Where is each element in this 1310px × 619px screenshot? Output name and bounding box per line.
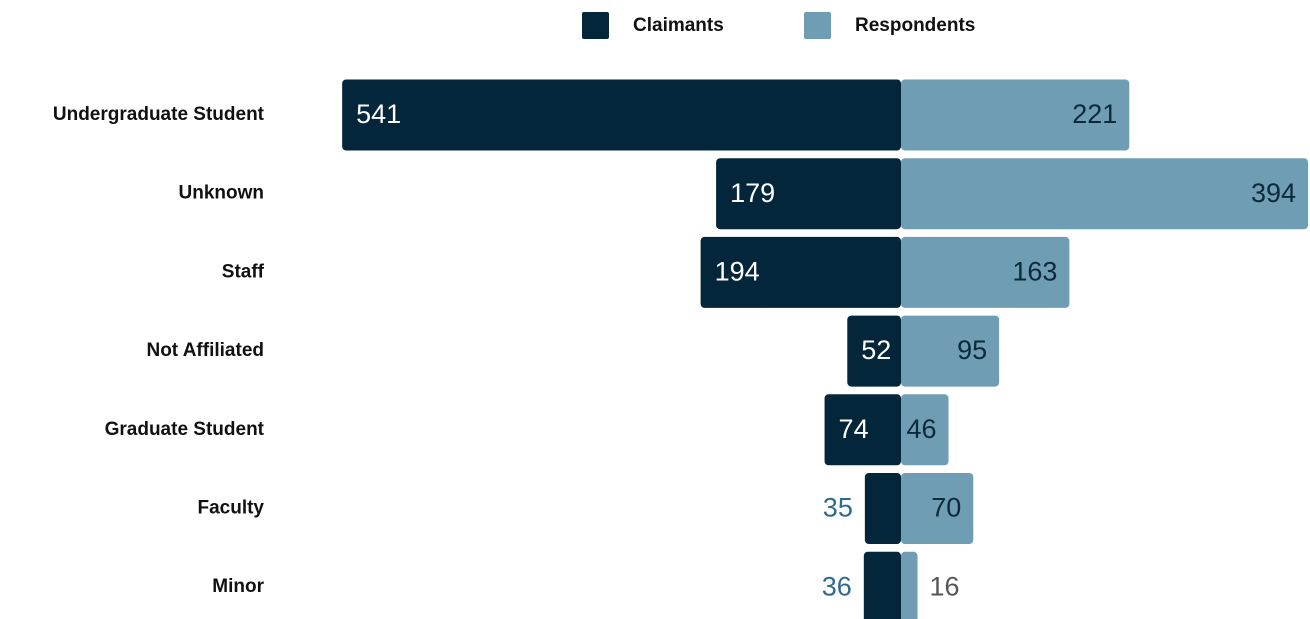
value-label: 35 xyxy=(823,493,853,523)
value-label: 394 xyxy=(1251,178,1296,208)
legend-label: Respondents xyxy=(855,15,975,36)
category-label: Undergraduate Student xyxy=(53,104,265,125)
bar xyxy=(901,551,918,619)
bar xyxy=(824,394,901,466)
bar xyxy=(700,236,901,308)
value-label: 163 xyxy=(1012,257,1057,287)
bar xyxy=(716,158,901,230)
bar xyxy=(901,236,1070,308)
legend-label: Claimants xyxy=(633,15,724,36)
bar xyxy=(901,79,1130,151)
value-label: 95 xyxy=(957,335,987,365)
category-label: Unknown xyxy=(179,183,265,204)
category-label: Staff xyxy=(222,261,265,282)
category-label: Faculty xyxy=(197,498,264,519)
legend-swatch xyxy=(582,12,609,39)
category-label: Minor xyxy=(212,576,264,597)
value-label: 46 xyxy=(906,414,936,444)
category-label: Graduate Student xyxy=(105,419,265,440)
value-label: 52 xyxy=(861,335,891,365)
value-label: 36 xyxy=(822,571,852,601)
bar xyxy=(847,315,901,387)
category-label: Not Affiliated xyxy=(146,340,264,361)
value-label: 16 xyxy=(930,571,960,601)
bar xyxy=(342,79,902,151)
bar xyxy=(863,551,901,619)
value-label: 70 xyxy=(931,493,961,523)
bar xyxy=(901,394,949,466)
value-label: 194 xyxy=(715,257,760,287)
value-label: 541 xyxy=(356,99,401,129)
legend-swatch xyxy=(804,12,831,39)
value-label: 179 xyxy=(730,178,775,208)
bar xyxy=(901,473,974,544)
bar xyxy=(901,158,1309,230)
bar xyxy=(864,473,901,544)
bar xyxy=(901,315,1000,387)
value-label: 221 xyxy=(1072,99,1117,129)
value-label: 74 xyxy=(839,414,869,444)
